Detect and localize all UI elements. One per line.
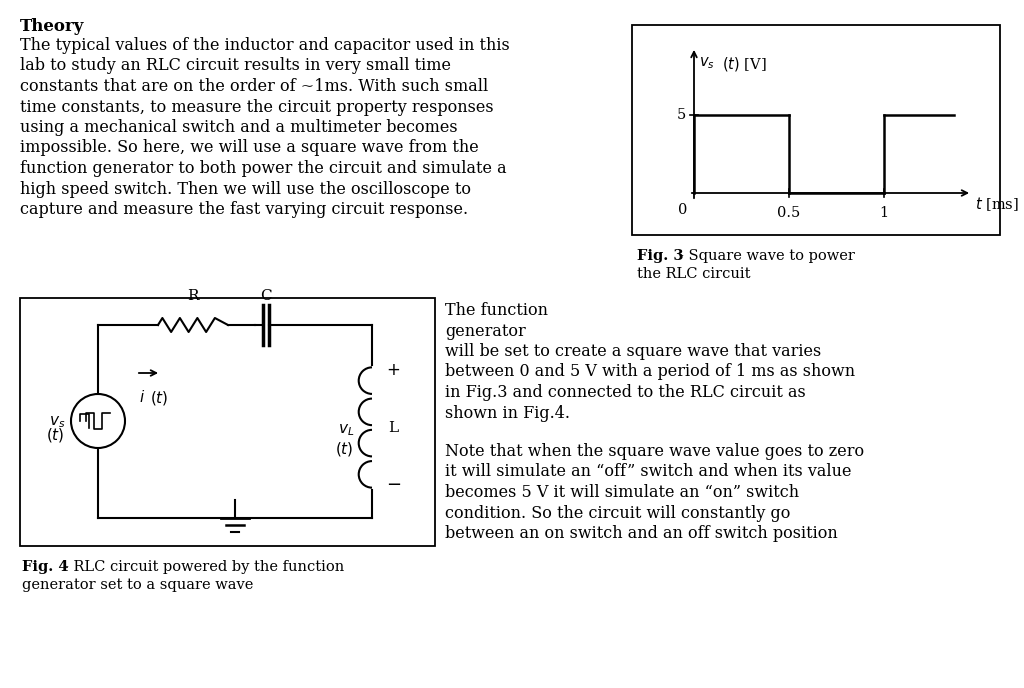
- Text: in Fig.3 and connected to the RLC circuit as: in Fig.3 and connected to the RLC circui…: [445, 384, 806, 401]
- Text: it will simulate an “off” switch and when its value: it will simulate an “off” switch and whe…: [445, 464, 852, 480]
- Text: shown in Fig.4.: shown in Fig.4.: [445, 405, 570, 422]
- Text: 0: 0: [678, 203, 687, 217]
- Text: 0.5: 0.5: [777, 206, 801, 220]
- Text: $i$: $i$: [139, 389, 145, 405]
- Text: the RLC circuit: the RLC circuit: [637, 267, 751, 281]
- Text: −: −: [386, 476, 401, 494]
- Text: becomes 5 V it will simulate an “on” switch: becomes 5 V it will simulate an “on” swi…: [445, 484, 799, 501]
- Text: Theory: Theory: [20, 18, 84, 35]
- Bar: [20, 298, 435, 546]
- Text: $t$ [ms]: $t$ [ms]: [975, 195, 1019, 213]
- Text: 1: 1: [880, 206, 889, 220]
- Text: time constants, to measure the circuit property responses: time constants, to measure the circuit p…: [20, 98, 494, 116]
- Circle shape: [71, 394, 125, 448]
- Text: $v_s$: $v_s$: [49, 414, 65, 430]
- Text: L: L: [388, 420, 398, 435]
- Text: The typical values of the inductor and capacitor used in this: The typical values of the inductor and c…: [20, 37, 510, 54]
- Bar: [632, 25, 1000, 235]
- Text: $v_L$: $v_L$: [338, 422, 354, 438]
- Text: condition. So the circuit will constantly go: condition. So the circuit will constantl…: [445, 504, 791, 522]
- Text: between 0 and 5 V with a period of 1 ms as shown: between 0 and 5 V with a period of 1 ms …: [445, 363, 855, 380]
- Text: will be set to create a square wave that varies: will be set to create a square wave that…: [445, 343, 821, 360]
- Text: $v_s$: $v_s$: [699, 55, 715, 71]
- Text: $(t)$: $(t)$: [46, 426, 65, 444]
- Text: +: +: [386, 361, 400, 379]
- Text: generator: generator: [445, 323, 525, 339]
- Text: high speed switch. Then we will use the oscilloscope to: high speed switch. Then we will use the …: [20, 180, 471, 197]
- Text: generator set to a square wave: generator set to a square wave: [22, 578, 253, 592]
- Text: $(t)$: $(t)$: [336, 440, 354, 458]
- Text: R: R: [187, 289, 199, 303]
- Text: lab to study an RLC circuit results in very small time: lab to study an RLC circuit results in v…: [20, 58, 451, 74]
- Text: between an on switch and an off switch position: between an on switch and an off switch p…: [445, 525, 838, 542]
- Text: using a mechanical switch and a multimeter becomes: using a mechanical switch and a multimet…: [20, 119, 458, 136]
- Text: constants that are on the order of ~1ms. With such small: constants that are on the order of ~1ms.…: [20, 78, 488, 95]
- Text: Fig. 4: Fig. 4: [22, 560, 69, 574]
- Text: capture and measure the fast varying circuit response.: capture and measure the fast varying cir…: [20, 201, 468, 218]
- Text: - RLC circuit powered by the function: - RLC circuit powered by the function: [63, 560, 344, 574]
- Text: function generator to both power the circuit and simulate a: function generator to both power the cir…: [20, 160, 507, 177]
- Text: 5: 5: [677, 108, 686, 122]
- Text: Fig. 3: Fig. 3: [637, 249, 683, 263]
- Text: The function: The function: [445, 302, 548, 319]
- Text: $(t)$: $(t)$: [150, 389, 169, 407]
- Text: - Square wave to power: - Square wave to power: [679, 249, 855, 263]
- Text: Note that when the square wave value goes to zero: Note that when the square wave value goe…: [445, 443, 864, 460]
- Text: $(t)$ [V]: $(t)$ [V]: [722, 55, 767, 73]
- Text: impossible. So here, we will use a square wave from the: impossible. So here, we will use a squar…: [20, 140, 479, 156]
- Text: C: C: [260, 289, 271, 303]
